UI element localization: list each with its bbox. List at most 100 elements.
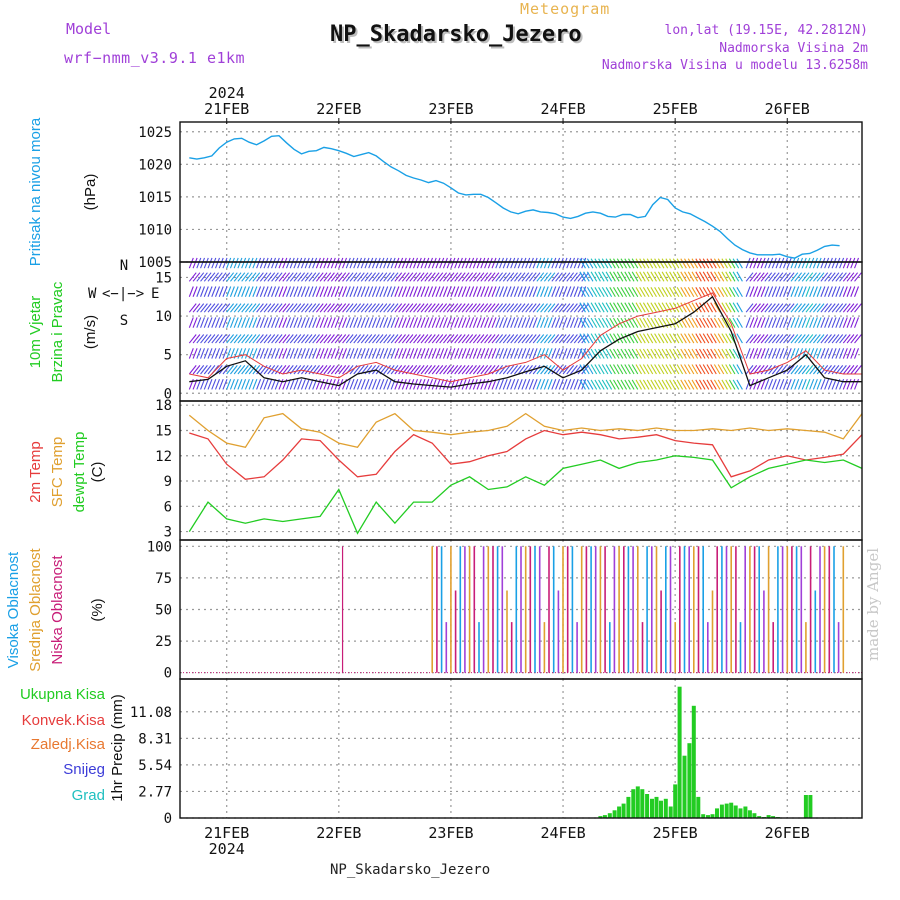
- wind-barb: [420, 257, 426, 269]
- y-tick-label: 3: [164, 525, 172, 541]
- wind-barb: [461, 334, 470, 344]
- wind-barb: [405, 317, 411, 328]
- wind-barb: [360, 348, 366, 359]
- wind-barb: [525, 303, 533, 313]
- precip-bar: [808, 795, 813, 818]
- wind-barb: [562, 272, 571, 282]
- wind-barb: [211, 272, 220, 282]
- wind-barb: [252, 365, 261, 375]
- wind-barb: [203, 303, 212, 313]
- wind-barb: [764, 272, 773, 282]
- wind-barb: [710, 364, 717, 375]
- wind-barb: [278, 303, 287, 313]
- wind-barb: [657, 348, 665, 359]
- wind-barb: [717, 364, 725, 375]
- wind-barb: [827, 286, 833, 297]
- wind-barb: [237, 286, 243, 297]
- wind-barb: [301, 272, 309, 282]
- wind-barb: [786, 365, 795, 375]
- wind-barb: [745, 286, 751, 297]
- wind-barb: [764, 348, 770, 359]
- wind-barb: [768, 365, 776, 375]
- wind-barb: [439, 257, 445, 269]
- wind-barb: [583, 379, 590, 390]
- y-tick-label: 9: [164, 474, 172, 490]
- wind-barb: [506, 317, 512, 328]
- wind-barb: [850, 365, 859, 375]
- wind-barb: [760, 303, 769, 313]
- wind-barb: [827, 317, 833, 328]
- wind-barb: [248, 257, 254, 269]
- wind-barb: [259, 379, 265, 390]
- wind-barb: [271, 272, 279, 282]
- wind-barb: [646, 317, 654, 328]
- wind-barb: [721, 271, 728, 282]
- wind-barb: [706, 317, 713, 328]
- wind-barb: [650, 348, 657, 359]
- wind-barb: [439, 365, 448, 375]
- wind-barb: [330, 317, 336, 328]
- wind-barb: [717, 348, 725, 359]
- wind-barb: [783, 379, 789, 390]
- wind-barb: [820, 286, 826, 297]
- wind-barb: [405, 378, 411, 390]
- wind-barb: [794, 365, 803, 375]
- bottom-year-label: 2024: [209, 840, 245, 858]
- wind-barb: [710, 287, 717, 298]
- wind-barb: [624, 302, 631, 313]
- wind-barb: [461, 257, 467, 269]
- wind-barb: [371, 379, 377, 390]
- wind-barb: [590, 379, 598, 390]
- wind-barb: [672, 364, 680, 375]
- wind-barb: [695, 364, 702, 375]
- sfc-temp-label: SFC Temp: [49, 437, 66, 508]
- wind-barb: [745, 379, 751, 390]
- wind-barb: [555, 272, 563, 282]
- wind-barb: [390, 317, 396, 328]
- wind-barb: [319, 272, 328, 282]
- wind-barb: [342, 303, 350, 313]
- wind-barb: [525, 272, 533, 282]
- wind-barb: [200, 286, 206, 297]
- wind-barb: [854, 365, 862, 375]
- dewpoint-label: dewpt Temp: [71, 432, 88, 513]
- wind-barb: [450, 348, 456, 359]
- wind-speed-line: [189, 295, 862, 388]
- wind-barb: [805, 286, 811, 297]
- wind-barb: [581, 303, 590, 313]
- wind-barb: [672, 287, 680, 298]
- wind-barb: [364, 317, 370, 328]
- wind-barb: [562, 379, 568, 390]
- wind-barb: [624, 258, 631, 269]
- wind-barb: [613, 258, 620, 269]
- wind-barb: [721, 333, 728, 344]
- wind-barb: [669, 287, 676, 298]
- wind-barb: [517, 365, 526, 375]
- wind-barb: [536, 317, 542, 328]
- wind-barb: [450, 317, 456, 328]
- wind-barb: [308, 286, 314, 297]
- wind-barb: [237, 348, 243, 359]
- wind-barb: [820, 348, 826, 359]
- wind-barb: [573, 286, 579, 297]
- wind-barb: [805, 303, 814, 313]
- wind-barb: [334, 317, 340, 328]
- wind-barb: [439, 272, 448, 282]
- wind-barb: [502, 379, 508, 390]
- pressure-unit-label: (hPa): [82, 174, 99, 211]
- wind-barb: [581, 317, 587, 328]
- temp-unit-label: (C): [89, 462, 106, 483]
- wind-barb: [353, 286, 359, 297]
- wind-barb: [646, 258, 654, 269]
- wind-barb: [577, 303, 586, 313]
- wind-barb: [409, 334, 418, 344]
- wind-barb: [192, 286, 198, 297]
- wind-barb: [315, 317, 321, 328]
- wind-barb: [484, 286, 490, 297]
- wind-barb: [342, 286, 348, 297]
- wind-barb: [327, 365, 335, 375]
- wind-barb: [536, 257, 542, 269]
- wind-barb: [570, 303, 578, 313]
- wind-barb: [684, 348, 691, 359]
- wind-barb: [702, 333, 710, 344]
